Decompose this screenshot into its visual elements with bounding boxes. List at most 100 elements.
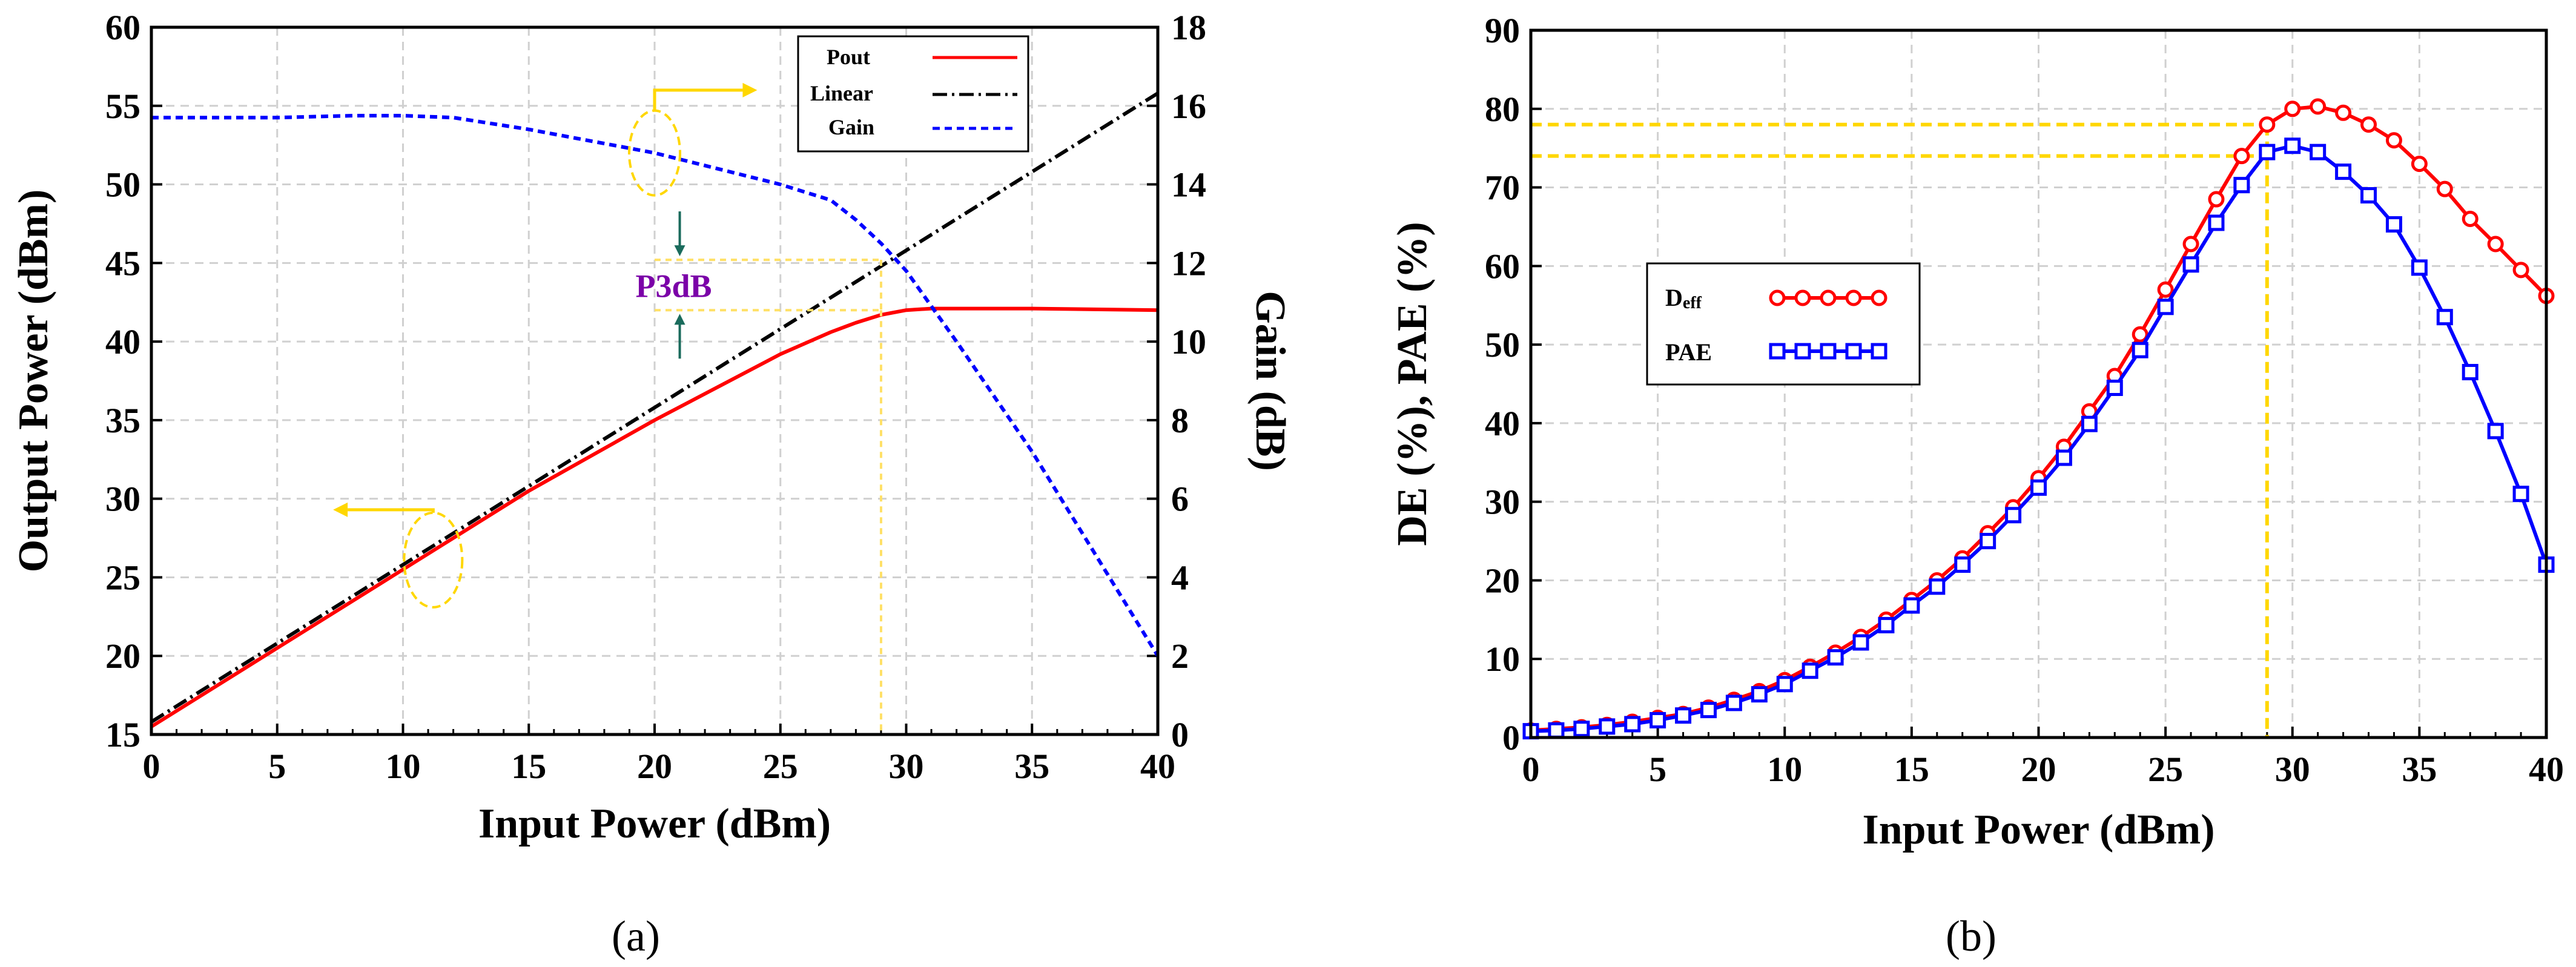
chart-b-series (1522, 98, 2555, 740)
pout-axis-arrow-icon (348, 508, 435, 513)
legend-marker-deff (1769, 289, 1786, 306)
data-point-pae (2005, 507, 2022, 524)
data-point-pae (1573, 721, 1590, 738)
data-point-deff (2411, 156, 2428, 173)
data-point-pae (2310, 144, 2327, 160)
data-point-pae (1650, 711, 1666, 728)
chart-a-x-tick-label: 0 (143, 747, 160, 786)
chart-a-y-tick-label: 45 (105, 243, 140, 283)
data-point-deff (2385, 132, 2402, 149)
data-point-pae (1599, 718, 1616, 735)
series-line-gain (151, 114, 1160, 657)
chart-a-y2-axis-label: Gain (dB) (1247, 291, 1293, 471)
chart-b-y-tick-label: 90 (1485, 11, 1520, 50)
chart-a-caption: (a) (612, 912, 660, 960)
chart-a-y-tick-label: 50 (105, 165, 140, 205)
chart-b-legend-box (1646, 262, 1921, 386)
chart-a-x-tick-label: 20 (637, 747, 672, 786)
legend-marker-deff (1820, 289, 1837, 306)
chart-b-x-tick-label: 25 (2148, 750, 2183, 789)
chart-b-x-tick-label: 0 (1522, 750, 1540, 789)
chart-a-y2-tick-label: 8 (1171, 401, 1189, 440)
data-point-deff (2132, 326, 2148, 343)
chart-b-x-tick-label: 35 (2402, 750, 2437, 789)
data-point-pae (1700, 702, 1717, 719)
chart-b-y-tick-label: 50 (1485, 325, 1520, 365)
data-point-pae (1954, 556, 1971, 573)
data-point-deff (2233, 148, 2250, 165)
legend-deff-sub: eff (1683, 294, 1702, 312)
chart-b-y-tick-label: 60 (1485, 246, 1520, 286)
data-point-pae (1624, 716, 1641, 733)
data-point-pae (2411, 259, 2428, 276)
legend-entry-linear: Linear (810, 81, 873, 105)
chart-a-y2-tick-label: 10 (1171, 322, 1206, 361)
chart-b-x-tick-labels: 0 5 10 15 20 25 30 35 40 (1522, 750, 2564, 789)
chart-a-y-axis-label: Output Power (dBm) (10, 190, 57, 573)
chart-b-y-tick-labels: 0 10 20 30 40 50 60 70 80 90 (1485, 11, 1520, 757)
data-point-pae (2081, 415, 2098, 432)
chart-b-plot-frame (1529, 28, 2548, 739)
data-point-pae (1980, 533, 1996, 550)
chart-b-efficiency: 0 5 10 15 20 25 30 35 40 0 10 20 30 40 50 60 70 80 90 Inp… (1389, 11, 2564, 960)
data-point-pae (1802, 662, 1818, 679)
chart-a-y2-tick-label: 4 (1171, 558, 1189, 597)
data-point-pae (2512, 486, 2529, 503)
chart-b-x-tick-label: 15 (1894, 750, 1929, 789)
chart-a-x-tick-label: 25 (763, 747, 798, 786)
legend-swatch-pae (1769, 343, 1887, 360)
chart-b-y-tick-label: 30 (1485, 483, 1520, 522)
data-point-pae (2259, 144, 2276, 160)
data-point-pae (1675, 707, 1692, 724)
data-point-deff (2462, 210, 2479, 227)
p3db-arrow-down-head-icon (674, 245, 685, 257)
data-point-deff (2436, 180, 2453, 197)
chart-a-y2-tick-label: 14 (1171, 165, 1206, 205)
data-point-pae (1776, 676, 1793, 693)
chart-b-y-tick-label: 80 (1485, 90, 1520, 129)
data-point-deff (2157, 281, 2174, 298)
chart-a-y-tick-label: 55 (105, 87, 140, 126)
legend-marker-pae (1845, 343, 1862, 360)
data-point-deff (2335, 104, 2352, 121)
chart-a-y-tick-label: 20 (105, 636, 140, 676)
data-point-deff (2512, 262, 2529, 279)
data-point-pae (2030, 479, 2047, 496)
chart-b-y-tick-label: 40 (1485, 404, 1520, 443)
legend-marker-deff (1871, 289, 1887, 306)
legend-marker-deff (1845, 289, 1862, 306)
chart-a-y-tick-labels: 15 20 25 30 35 40 45 50 55 60 (105, 8, 140, 754)
chart-a-plot-frame (150, 25, 1160, 736)
data-point-pae (1903, 597, 1920, 614)
data-point-pae (2385, 216, 2402, 233)
data-point-pae (1725, 695, 1742, 711)
legend-marker-pae (1871, 343, 1887, 360)
data-point-deff (2360, 116, 2377, 133)
data-point-pae (2462, 364, 2479, 381)
data-point-pae (2335, 163, 2352, 180)
chart-b-x-tick-label: 20 (2021, 750, 2056, 789)
legend-swatch-deff (1769, 289, 1887, 306)
pout-curve-ellipse (403, 511, 464, 609)
chart-a-y-tick-label: 35 (105, 401, 140, 440)
legend-entry-gain: Gain (828, 115, 874, 139)
chart-a-y-tick-label: 25 (105, 558, 140, 597)
data-point-pae (1852, 634, 1869, 651)
chart-a-grid (150, 26, 1159, 736)
data-point-deff (2284, 101, 2301, 117)
legend-entry-deff: Deff (1665, 284, 1702, 312)
data-point-deff (2487, 236, 2504, 252)
p3db-label: P3dB (636, 268, 712, 305)
data-point-pae (2284, 137, 2301, 154)
p3db-arrow-up-head-icon (674, 314, 685, 325)
chart-b-x-tick-label: 10 (1767, 750, 1802, 789)
data-point-pae (2208, 214, 2225, 231)
chart-b-x-axis-label: Input Power (dBm) (1862, 807, 2214, 853)
chart-a-x-tick-label: 30 (889, 747, 924, 786)
chart-a-x-tick-labels: 0 5 10 15 20 25 30 35 40 (143, 747, 1176, 786)
legend-marker-pae (1820, 343, 1837, 360)
data-point-pae (1878, 616, 1895, 633)
chart-b-legend: Deff PAE (1646, 262, 1921, 386)
data-point-deff (2310, 98, 2327, 115)
